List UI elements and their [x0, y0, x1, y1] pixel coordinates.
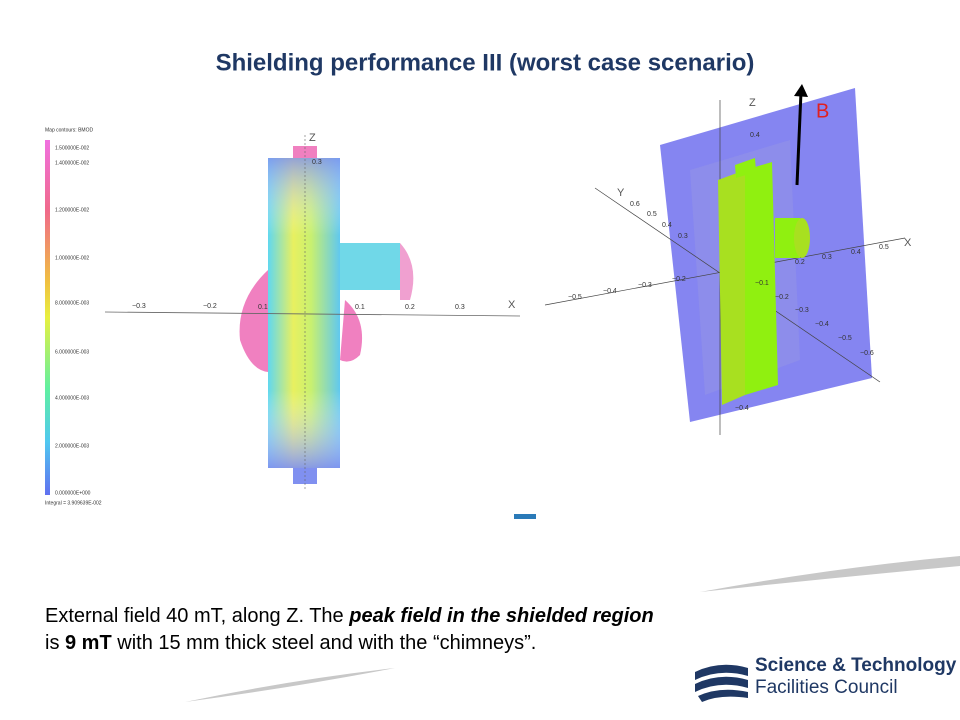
x-tick: 0.5	[879, 244, 889, 251]
body-emphasis: peak field in the shielded region	[348, 605, 654, 627]
swoosh	[700, 556, 960, 592]
y-tick: −0.3	[795, 307, 809, 314]
x-tick: 0.4	[851, 249, 861, 256]
legend-title: Map contours: BMOD	[45, 127, 93, 133]
logo-wave	[698, 689, 748, 702]
swoosh	[185, 668, 395, 702]
x-label: X	[904, 237, 912, 249]
body-line: is 9 mT with 15 mm thick steel and with …	[45, 632, 536, 654]
logo-text: Science & Technology	[755, 655, 957, 676]
left-plot: Map contours: BMOD 1.500000E-002 1.400000…	[45, 127, 521, 506]
x-tick: −0.3	[638, 282, 652, 289]
y-tick: −0.4	[815, 321, 829, 328]
x-tick: −0.5	[568, 294, 582, 301]
x-tick: 0.2	[405, 304, 415, 311]
x-axis	[104, 311, 521, 317]
body-text: is	[45, 632, 65, 654]
x-tick: 0.3	[455, 304, 465, 311]
body-text: with 15 mm thick steel and with the “chi…	[112, 632, 537, 654]
leak-lobe	[400, 243, 414, 300]
arrowhead	[794, 84, 808, 97]
z-tick: 0.3	[312, 159, 322, 166]
y-tick: 0.6	[630, 201, 640, 208]
y-tick: −0.5	[838, 335, 852, 342]
colorbar-tick: 2.000000E-003	[55, 443, 89, 449]
marker	[514, 514, 536, 519]
shield-shade	[268, 158, 340, 468]
shield-side	[718, 170, 745, 405]
body-line: External field 40 mT, along Z. The peak …	[45, 605, 654, 627]
y-label: Y	[617, 187, 625, 199]
logo-wave	[695, 664, 748, 680]
y-tick: −0.2	[775, 294, 789, 301]
x-tick: 0.1	[355, 304, 365, 311]
x-tick: −0.2	[672, 276, 686, 283]
y-tick: −0.6	[860, 350, 874, 357]
colorbar-tick: 6.000000E-003	[55, 349, 89, 355]
field-label: B	[816, 100, 829, 122]
colorbar-tick: 4.000000E-003	[55, 395, 89, 401]
x-tick: 0.1	[258, 304, 268, 311]
z-label: Z	[309, 132, 316, 144]
chimney	[340, 243, 400, 290]
colorbar-tick: 0.000000E+000	[55, 490, 91, 496]
z-label: Z	[749, 97, 756, 109]
chimney	[735, 158, 756, 178]
logo: Science & Technology Facilities Council	[695, 655, 957, 702]
body-emphasis: 9 mT	[65, 632, 112, 654]
x-tick: −0.2	[203, 303, 217, 310]
leak-lobe	[239, 270, 268, 372]
colorbar-tick: 1.000000E-002	[55, 255, 89, 261]
x-tick: 0.2	[795, 259, 805, 266]
colorbar-tick: 1.500000E-002	[55, 145, 89, 151]
leak-lobe	[340, 300, 363, 362]
field-arrow	[795, 91, 803, 186]
colorbar	[45, 140, 50, 495]
z-tick: −0.4	[735, 405, 749, 412]
y-tick: 0.5	[647, 211, 657, 218]
logo-text: Facilities Council	[755, 677, 898, 698]
y-tick: 0.3	[678, 233, 688, 240]
colorbar-tick: 8.000000E-003	[55, 300, 89, 306]
shield-front	[745, 162, 778, 395]
x-tick: −0.3	[132, 303, 146, 310]
right-plot: B Z Y X 0.4 −0.4 0.6 0.5 0.4 0.3 0.2 0.3…	[544, 84, 912, 435]
y-tick: −0.1	[755, 280, 769, 287]
colorbar-tick: 1.400000E-002	[55, 160, 89, 166]
colorbar-tick: 1.200000E-002	[55, 207, 89, 213]
title: Shielding performance III (worst case sc…	[216, 49, 755, 76]
x-tick: 0.3	[822, 254, 832, 261]
x-label: X	[508, 299, 516, 311]
body-text: External field 40 mT, along Z. The	[45, 605, 349, 627]
logo-wave	[695, 676, 748, 692]
integral: Integral = 3.909639E-002	[45, 500, 102, 506]
chimney-end	[794, 218, 810, 258]
y-tick: 0.4	[662, 222, 672, 229]
z-tick: 0.4	[750, 132, 760, 139]
x-tick: −0.4	[603, 288, 617, 295]
